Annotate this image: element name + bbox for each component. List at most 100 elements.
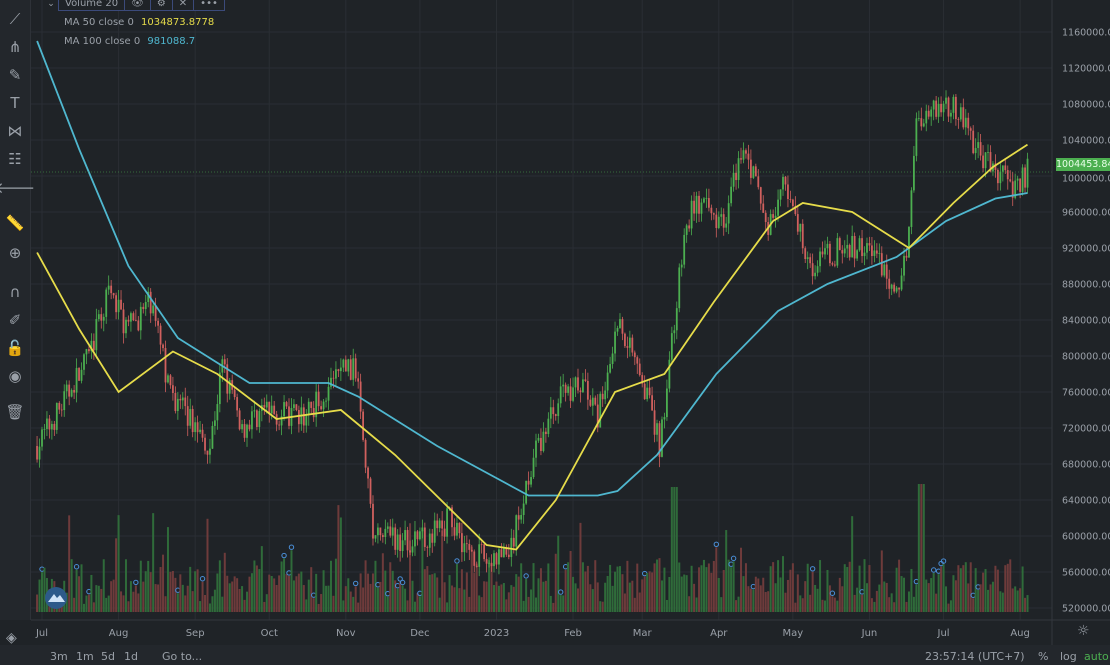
candle-body — [352, 358, 355, 380]
volume-bar — [932, 572, 935, 612]
candle-body — [463, 543, 466, 553]
volume-bar — [774, 583, 777, 612]
candle-body — [199, 429, 201, 433]
candle-body — [811, 263, 814, 277]
price-axis[interactable]: 1160000.00 1120000.00 1080000.00 1040000.00… — [1062, 28, 1110, 615]
volume-bar — [616, 566, 619, 612]
candle-body — [715, 214, 718, 229]
volume-bar — [97, 585, 100, 612]
layers-icon[interactable]: ◈ — [6, 630, 17, 646]
candle-body — [406, 530, 409, 551]
volume-bar — [935, 593, 938, 612]
lock-drawing-icon[interactable]: ✐ — [8, 311, 22, 329]
volume-bar — [399, 581, 402, 612]
volume-bar — [80, 564, 83, 612]
volume-bar — [641, 579, 644, 612]
candle-body — [500, 549, 503, 558]
time-axis[interactable]: Jul Aug Sep Oct Nov Dec 2023 Feb Mar Apr May Jun Jul… — [35, 628, 1030, 639]
ma100-value: 981088.7 — [147, 36, 196, 47]
volume-bar — [868, 565, 871, 612]
volume-bar — [497, 585, 500, 612]
candle-body — [1021, 167, 1024, 192]
ma50-legend[interactable]: MA 50 close 0 1034873.8778 — [64, 17, 214, 28]
candle-body — [819, 251, 821, 267]
volume-bar — [712, 560, 715, 612]
magnet-icon[interactable]: ∩ — [9, 283, 21, 301]
candle-body — [673, 330, 676, 334]
volume-bar — [828, 585, 831, 612]
close-icon[interactable]: ✕ — [173, 0, 195, 10]
candle-body — [703, 198, 705, 203]
volume-bar — [90, 574, 93, 612]
candle-body — [305, 415, 308, 426]
volume-bar — [176, 593, 179, 612]
volume-bar — [752, 589, 755, 612]
eye-icon[interactable]: 👁 — [125, 0, 151, 10]
range-1d[interactable]: 1d — [124, 650, 138, 663]
pitchfork-icon[interactable]: ⋔ — [8, 38, 22, 56]
volume-bar — [816, 588, 819, 612]
chart-legend: ⌄ Volume 20 👁 ⚙ ✕ ••• MA 50 close 0 1034… — [44, 0, 225, 47]
pattern-icon[interactable]: ⋈ — [7, 122, 23, 140]
volume-bar — [181, 584, 184, 612]
eye-icon[interactable]: ◉ — [8, 367, 22, 385]
text-icon[interactable]: T — [10, 94, 20, 112]
candle-body — [97, 314, 100, 320]
volume-bar — [744, 563, 747, 612]
volume-marker — [454, 558, 460, 564]
candle-body — [394, 527, 397, 550]
volume-bar — [327, 585, 330, 612]
goto-button[interactable]: Go to... — [162, 650, 203, 663]
volume-bar — [127, 601, 130, 612]
candle-body — [142, 306, 145, 310]
candle-body — [80, 369, 83, 381]
trash-icon[interactable]: 🗑 — [5, 403, 25, 421]
candle-body — [799, 223, 802, 232]
volume-bar — [912, 596, 915, 612]
ma100-legend[interactable]: MA 100 close 0 981088.7 — [64, 36, 195, 47]
volume-study-legend[interactable]: Volume 20 👁 ⚙ ✕ ••• — [58, 0, 225, 11]
brush-icon[interactable]: ✎ — [8, 66, 22, 84]
candle-body — [236, 397, 239, 411]
candle-body — [1009, 179, 1012, 182]
candle-body — [994, 163, 997, 170]
volume-bar — [1004, 565, 1007, 612]
settings-icon[interactable]: ☼ — [1077, 623, 1090, 639]
volume-bar — [120, 591, 123, 612]
unlock-icon[interactable]: 🔓 — [5, 339, 25, 357]
gear-icon[interactable]: ⚙ — [151, 0, 173, 10]
percent-toggle[interactable]: % — [1038, 650, 1049, 663]
more-icon[interactable]: ••• — [200, 0, 218, 9]
volume-bar — [367, 573, 370, 612]
zoom-in-icon[interactable]: ⊕ — [8, 244, 22, 262]
range-5d[interactable]: 5d — [101, 650, 115, 663]
volume-bar — [611, 585, 614, 612]
fib-icon[interactable]: ☷ — [8, 150, 22, 168]
price-chart[interactable]: 1160000.00 1120000.00 1080000.00 1040000.00… — [31, 0, 1110, 645]
candle-body — [381, 535, 384, 538]
candle-body — [920, 118, 923, 127]
auto-toggle[interactable]: auto — [1084, 650, 1109, 663]
range-3m[interactable]: 3m — [50, 650, 68, 663]
range-1m[interactable]: 1m — [76, 650, 94, 663]
volume-bar — [260, 546, 263, 612]
candle-body — [885, 264, 888, 279]
candle-body — [384, 528, 387, 538]
candle-body — [759, 187, 762, 204]
back-arrow-icon[interactable]: 🡐 — [0, 178, 36, 197]
volume-bar — [473, 572, 476, 612]
volume-bar — [937, 574, 940, 612]
candle-body — [982, 155, 984, 169]
volume-bar — [334, 558, 337, 612]
trend-line-icon[interactable]: ⟋ — [9, 10, 21, 28]
ruler-icon[interactable]: 📏 — [5, 214, 25, 232]
candle-body — [530, 477, 532, 485]
volume-bar — [317, 603, 320, 612]
candle-body — [451, 507, 453, 528]
log-toggle[interactable]: log — [1060, 650, 1077, 663]
candle-body — [952, 96, 955, 113]
volume-bar — [438, 597, 441, 612]
volume-bar — [147, 560, 150, 612]
collapse-chevron-icon[interactable]: ⌄ — [47, 0, 55, 9]
volume-bar — [292, 580, 295, 612]
